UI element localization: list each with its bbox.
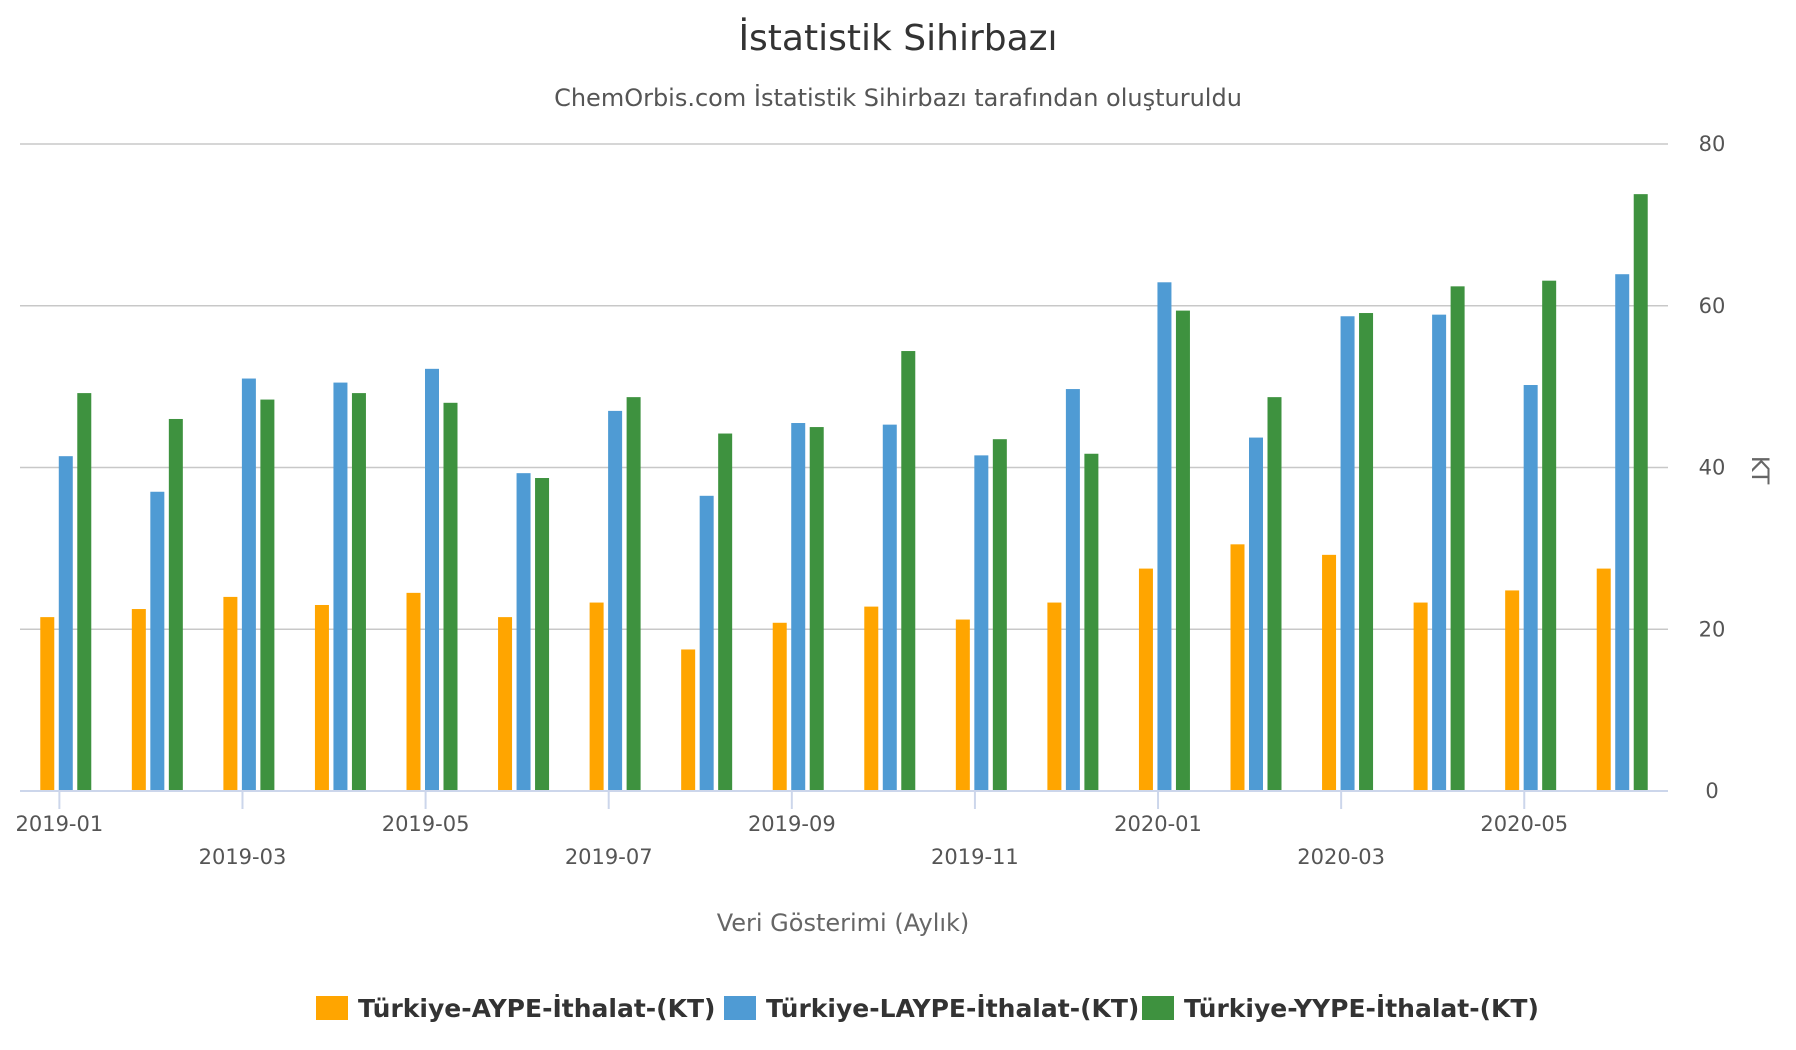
legend-swatch xyxy=(316,996,348,1020)
bar-2020-02-series-3[interactable] xyxy=(1267,397,1282,791)
bar-2019-02-series-3[interactable] xyxy=(168,418,183,791)
bars xyxy=(40,194,1648,791)
bar-2020-04-series-2[interactable] xyxy=(1432,314,1447,791)
legend-swatch xyxy=(724,996,756,1020)
bar-2019-06-series-3[interactable] xyxy=(535,478,550,791)
bar-2020-06-series-1[interactable] xyxy=(1596,568,1611,791)
bar-2020-01-series-3[interactable] xyxy=(1175,310,1190,791)
bar-2020-05-series-2[interactable] xyxy=(1523,385,1538,791)
bar-2020-01-series-1[interactable] xyxy=(1138,568,1153,791)
bar-2020-06-series-2[interactable] xyxy=(1615,274,1630,791)
y-tick-label: 60 xyxy=(1699,294,1726,318)
bar-2020-06-series-3[interactable] xyxy=(1633,194,1648,791)
bar-2019-09-series-2[interactable] xyxy=(791,423,806,791)
legend-item-1[interactable]: Türkiye-AYPE-İthalat-(KT) xyxy=(316,993,715,1023)
bar-2019-12-series-2[interactable] xyxy=(1065,389,1080,791)
bar-2019-08-series-2[interactable] xyxy=(699,495,714,791)
bar-2019-03-series-1[interactable] xyxy=(223,596,238,791)
bar-2019-09-series-1[interactable] xyxy=(772,622,787,791)
bar-2019-10-series-1[interactable] xyxy=(864,606,879,791)
x-tick-label: 2020-05 xyxy=(1480,812,1568,836)
bar-2019-11-series-1[interactable] xyxy=(955,619,970,791)
legend-label: Türkiye-LAYPE-İthalat-(KT) xyxy=(766,993,1139,1023)
legend-item-3[interactable]: Türkiye-YYPE-İthalat-(KT) xyxy=(1142,993,1539,1023)
bar-2019-06-series-2[interactable] xyxy=(516,473,531,791)
bar-2020-04-series-1[interactable] xyxy=(1413,602,1428,791)
bar-2019-06-series-1[interactable] xyxy=(498,617,513,791)
bar-2019-03-series-2[interactable] xyxy=(241,378,256,791)
x-tick-label: 2019-11 xyxy=(931,845,1019,869)
legend-swatch xyxy=(1142,996,1174,1020)
bar-2019-04-series-3[interactable] xyxy=(351,393,366,791)
bar-2019-09-series-3[interactable] xyxy=(809,427,824,791)
bar-2019-02-series-2[interactable] xyxy=(150,491,165,791)
bar-2019-07-series-1[interactable] xyxy=(589,602,604,791)
y-tick-label: 80 xyxy=(1699,132,1726,156)
bar-2019-04-series-2[interactable] xyxy=(333,382,348,791)
bar-2019-02-series-1[interactable] xyxy=(131,609,146,791)
bar-2019-05-series-2[interactable] xyxy=(425,368,439,791)
bar-2020-03-series-1[interactable] xyxy=(1322,554,1337,791)
bar-2019-10-series-3[interactable] xyxy=(901,351,916,791)
bar-2020-05-series-3[interactable] xyxy=(1542,280,1557,791)
bar-2020-02-series-1[interactable] xyxy=(1230,544,1245,791)
legend-item-2[interactable]: Türkiye-LAYPE-İthalat-(KT) xyxy=(724,993,1139,1023)
bar-2019-11-series-2[interactable] xyxy=(974,455,989,791)
y-tick-label: 0 xyxy=(1705,779,1718,803)
x-tick-label: 2019-03 xyxy=(199,845,287,869)
y-tick-label: 20 xyxy=(1699,617,1726,641)
bar-2020-03-series-2[interactable] xyxy=(1340,316,1355,791)
y-axis-title: KT xyxy=(1746,456,1774,485)
bar-2019-05-series-1[interactable] xyxy=(406,592,421,791)
bar-2019-05-series-3[interactable] xyxy=(443,402,458,791)
bar-2019-01-series-3[interactable] xyxy=(77,393,92,791)
x-tick-label: 2019-05 xyxy=(382,812,470,836)
bar-2020-01-series-2[interactable] xyxy=(1157,282,1172,791)
bar-2020-03-series-3[interactable] xyxy=(1359,313,1374,791)
chart-subtitle: ChemOrbis.com İstatistik Sihirbazı taraf… xyxy=(554,83,1242,112)
x-tick-label: 2019-01 xyxy=(15,812,103,836)
y-axis-ticks: 0 20 40 60 80 xyxy=(1699,132,1726,803)
legend: Türkiye-AYPE-İthalat-(KT) Türkiye-LAYPE-İ… xyxy=(316,993,1539,1023)
chart-title: İstatistik Sihirbazı xyxy=(738,17,1057,59)
x-axis-title: Veri Gösterimi (Aylık) xyxy=(717,909,970,937)
bar-2019-12-series-3[interactable] xyxy=(1084,453,1099,791)
x-tick-label: 2020-03 xyxy=(1297,845,1385,869)
bar-2019-07-series-2[interactable] xyxy=(608,410,623,791)
bar-2019-04-series-1[interactable] xyxy=(314,604,329,791)
bar-2019-01-series-1[interactable] xyxy=(40,617,55,791)
y-tick-label: 40 xyxy=(1699,456,1726,480)
x-tick-label: 2019-09 xyxy=(748,812,836,836)
bar-2019-01-series-2[interactable] xyxy=(58,456,73,791)
bar-2019-03-series-3[interactable] xyxy=(260,399,275,791)
gridlines xyxy=(20,143,1668,630)
bar-2020-05-series-1[interactable] xyxy=(1505,590,1520,791)
bar-2020-02-series-2[interactable] xyxy=(1249,437,1263,791)
x-tick-label: 2020-01 xyxy=(1114,812,1202,836)
x-axis: 2019-01 2019-03 2019-05 2019-07 2019-09 2019-… xyxy=(15,790,1668,869)
bar-2019-10-series-2[interactable] xyxy=(882,424,897,791)
legend-label: Türkiye-AYPE-İthalat-(KT) xyxy=(358,993,715,1023)
bar-2019-11-series-3[interactable] xyxy=(992,439,1007,791)
bar-2019-07-series-3[interactable] xyxy=(626,397,641,791)
bar-2020-04-series-3[interactable] xyxy=(1450,286,1465,791)
x-tick-label: 2019-07 xyxy=(565,845,653,869)
bar-2019-08-series-3[interactable] xyxy=(718,433,733,791)
bar-2019-08-series-1[interactable] xyxy=(681,649,696,791)
legend-label: Türkiye-YYPE-İthalat-(KT) xyxy=(1184,993,1539,1023)
bar-2019-12-series-1[interactable] xyxy=(1047,602,1062,791)
